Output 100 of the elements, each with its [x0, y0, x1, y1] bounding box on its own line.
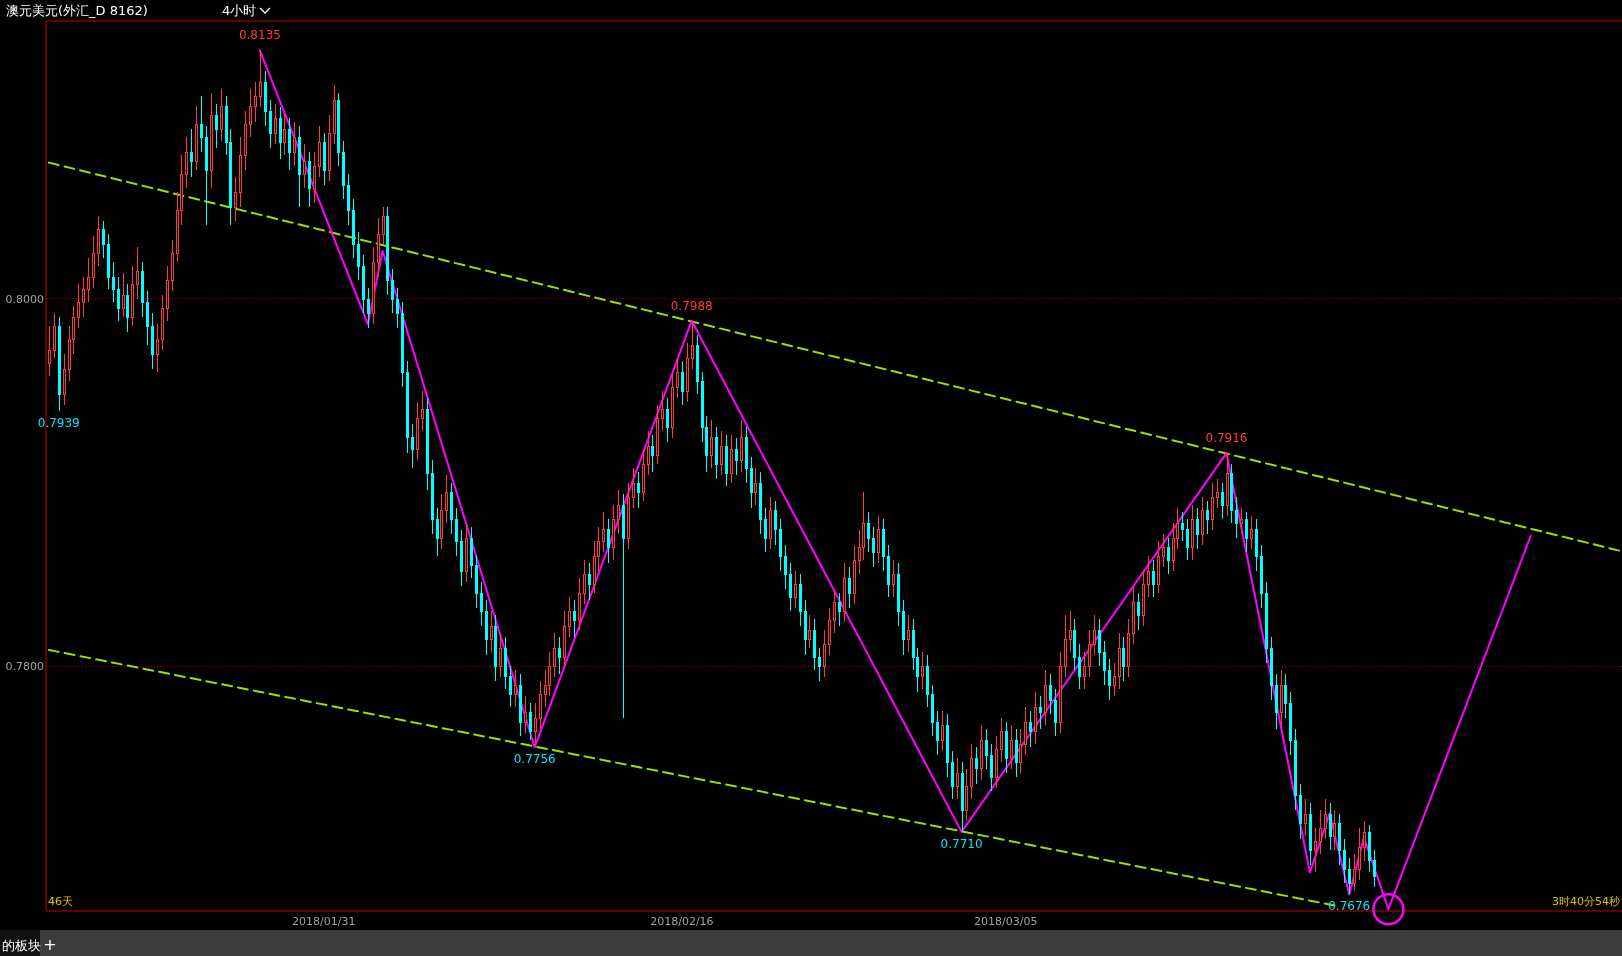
- candlestick: [1250, 515, 1253, 550]
- text: +: [43, 935, 57, 954]
- candlestick: [288, 117, 291, 171]
- candlestick: [1309, 802, 1312, 866]
- candlestick: [401, 301, 404, 388]
- candlestick: [1113, 662, 1116, 697]
- candlestick: [593, 540, 596, 594]
- candlestick: [622, 493, 625, 719]
- annotation: 0.8135: [238, 28, 281, 43]
- candlestick: [519, 673, 522, 737]
- annotation: 0.7916: [1205, 431, 1248, 446]
- candlestick: [558, 636, 561, 675]
- candlestick: [1304, 798, 1307, 837]
- candlestick: [416, 401, 419, 461]
- candlestick: [1358, 827, 1361, 881]
- candlestick: [1235, 496, 1238, 539]
- candlestick: [377, 217, 380, 278]
- candlestick: [1152, 559, 1155, 598]
- candlestick: [1201, 496, 1204, 546]
- candlestick: [671, 371, 674, 439]
- candlestick: [548, 651, 551, 697]
- candlestick: [372, 246, 375, 325]
- candlestick: [754, 467, 757, 506]
- candlestick: [1157, 540, 1160, 594]
- candlestick: [1064, 614, 1067, 678]
- candlestick: [784, 544, 787, 590]
- candlestick: [686, 342, 689, 403]
- candlestick: [254, 81, 257, 123]
- candlestick: [480, 581, 483, 627]
- candlestick: [588, 562, 591, 601]
- candlestick: [279, 106, 282, 160]
- candlestick: [386, 206, 389, 296]
- candlestick: [1319, 809, 1322, 855]
- candlestick: [337, 92, 340, 167]
- text: 的板块: [2, 938, 41, 953]
- candlestick: [274, 103, 277, 145]
- candlestick: [1333, 809, 1336, 851]
- candlestick: [1088, 629, 1091, 678]
- candlestick: [1270, 636, 1273, 701]
- candlestick: [534, 702, 537, 748]
- candlestick: [367, 287, 370, 329]
- candlestick: [931, 684, 934, 737]
- candlestick: [730, 434, 733, 484]
- candlestick: [460, 529, 463, 587]
- candlestick: [808, 614, 811, 649]
- candlestick: [283, 114, 286, 156]
- candlestick: [264, 70, 267, 127]
- y-tick-label: 0.8000: [5, 292, 44, 306]
- candlestick: [1299, 783, 1302, 840]
- candlestick: [921, 651, 924, 690]
- candlestick: [1054, 688, 1057, 737]
- candlestick: [735, 437, 738, 476]
- candlestick: [141, 261, 144, 318]
- candlestick: [166, 265, 169, 322]
- candlestick: [1000, 717, 1003, 763]
- candlestick: [745, 426, 748, 484]
- candlestick: [1206, 500, 1209, 535]
- candlestick: [877, 515, 880, 564]
- candlestick: [995, 735, 998, 789]
- candlestick: [799, 573, 802, 627]
- candlestick: [651, 434, 654, 473]
- candlestick: [1098, 618, 1101, 667]
- candlestick: [357, 231, 360, 281]
- candlestick: [1044, 669, 1047, 726]
- line-series: [258, 49, 1532, 911]
- candlestick: [813, 618, 816, 671]
- candlestick: [1049, 673, 1052, 715]
- candlestick: [1118, 632, 1121, 690]
- candlestick: [146, 290, 149, 346]
- candlestick: [936, 710, 939, 756]
- candlestick: [1132, 585, 1135, 645]
- candlestick: [396, 287, 399, 329]
- candlestick: [696, 334, 699, 395]
- candlestick: [97, 215, 100, 267]
- candlestick: [720, 430, 723, 476]
- candlestick: [750, 456, 753, 509]
- candlestick: [985, 728, 988, 770]
- x-tick-label: 2018/02/16: [650, 915, 714, 928]
- candlestick: [234, 176, 237, 222]
- candlestick: [1059, 651, 1062, 734]
- candlestick: [769, 496, 772, 550]
- candlestick: [892, 559, 895, 598]
- chart-subtitle: 4小时: [222, 3, 257, 18]
- candlestick: [1260, 544, 1263, 609]
- candlestick: [872, 526, 875, 568]
- candlestick: [946, 713, 949, 778]
- candlestick: [740, 419, 743, 473]
- candlestick: [1147, 555, 1150, 598]
- candlestick: [1314, 827, 1317, 873]
- candlestick: [1324, 798, 1327, 840]
- candlestick: [774, 500, 777, 546]
- candlestick: [828, 607, 831, 656]
- candlestick: [1294, 728, 1297, 811]
- candlestick: [568, 596, 571, 638]
- annotation: 0.7710: [940, 836, 983, 851]
- candlestick: [58, 316, 61, 412]
- candlestick: [1093, 614, 1096, 656]
- annotation: 46天: [48, 895, 73, 908]
- candlestick: [514, 669, 517, 708]
- candlestick: [269, 99, 272, 149]
